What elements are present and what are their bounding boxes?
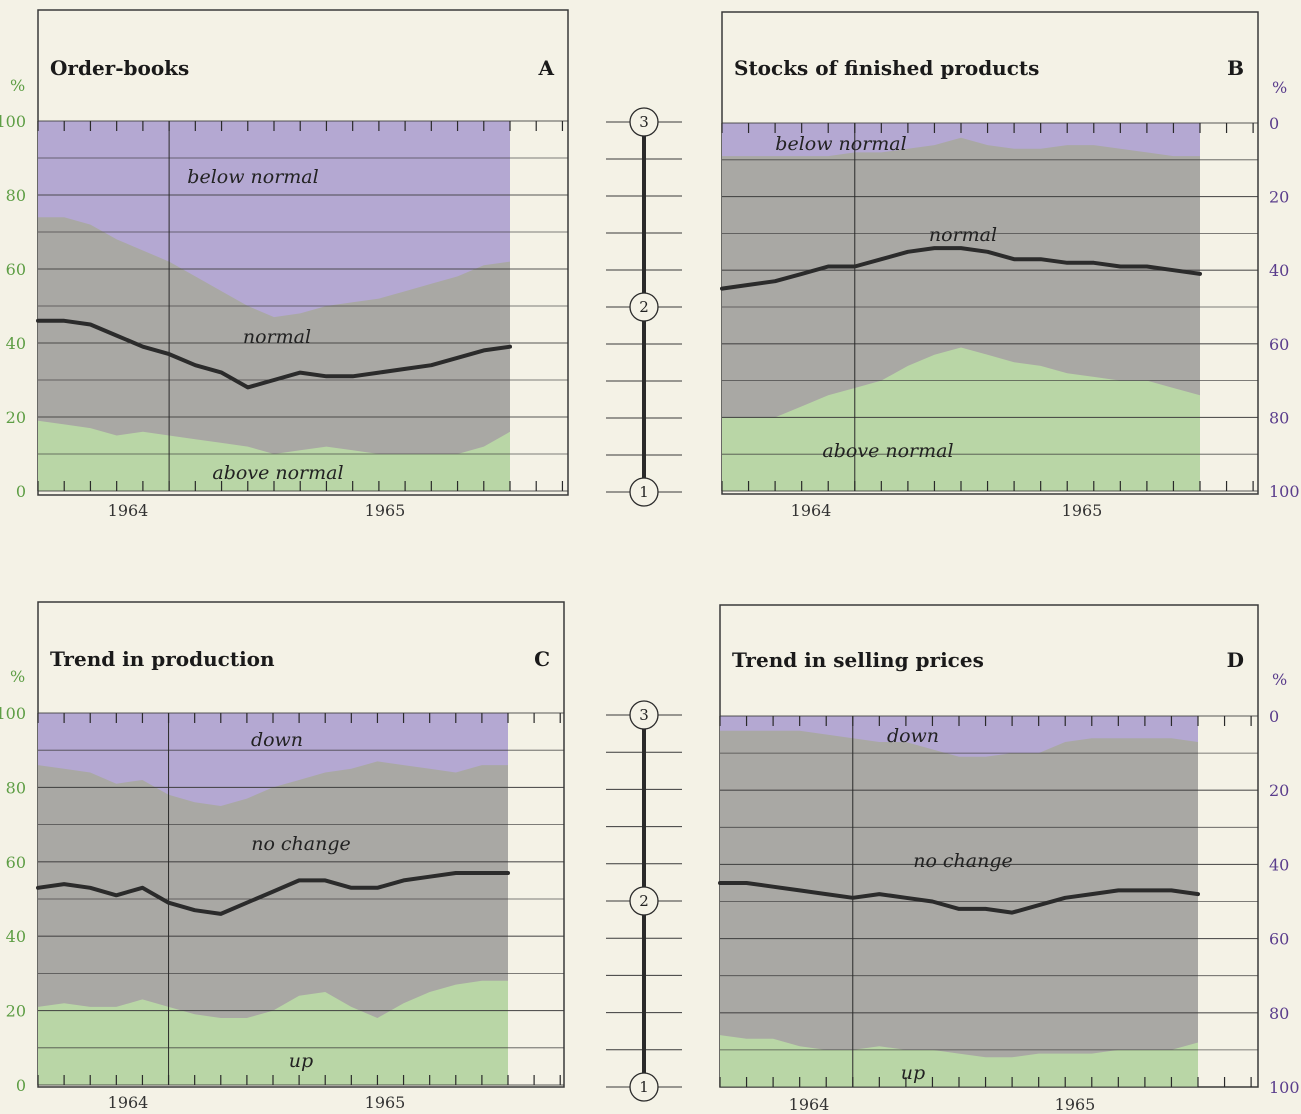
y-tick-label: 40 [1269, 855, 1289, 874]
central-scale-1: 1 2 3 [606, 107, 682, 507]
upper-band [722, 123, 1200, 157]
axis-unit: % [1272, 78, 1287, 97]
y-tick-label: 60 [6, 260, 26, 279]
band-label: no change [913, 850, 1013, 872]
scale-marker [629, 107, 659, 137]
band-label: up [901, 1062, 925, 1084]
y-tick-label: 0 [1269, 707, 1279, 726]
scale-number: 2 [639, 892, 649, 910]
scale-marker [629, 1072, 659, 1102]
y-tick-label: 100 [1269, 482, 1300, 501]
year-label: 1964 [791, 501, 832, 520]
year-label: 1965 [1062, 501, 1103, 520]
scale-number: 1 [639, 483, 649, 501]
y-tick-label: 20 [1269, 781, 1289, 800]
scale-marker [629, 886, 659, 916]
chart-title: Stocks of finished products [734, 56, 1039, 80]
scale-number: 3 [639, 113, 649, 131]
y-tick-label: 80 [1269, 1004, 1289, 1023]
scale-marker [629, 700, 659, 730]
scale-marker [629, 477, 659, 507]
chart-title: Trend in production [50, 647, 275, 671]
y-tick-label: 80 [6, 778, 26, 797]
balance-line [720, 246, 1202, 291]
lower-band [38, 420, 510, 491]
band-label: below normal [187, 166, 318, 188]
y-tick-label: 100 [0, 112, 26, 131]
band-label: up [289, 1050, 313, 1072]
band-label: above normal [212, 462, 343, 484]
y-tick-label: 60 [1269, 335, 1289, 354]
lower-band [720, 1035, 1198, 1087]
year-label: 1964 [108, 1093, 149, 1112]
y-tick-label: 20 [6, 1002, 26, 1021]
year-label: 1965 [365, 1093, 406, 1112]
panel-letter: D [1227, 648, 1244, 672]
axis-unit: % [10, 667, 25, 686]
panel-letter: A [537, 56, 554, 80]
scale-marker [629, 292, 659, 322]
y-tick-label: 0 [1269, 114, 1279, 133]
band-label: below normal [775, 133, 906, 155]
y-tick-label: 80 [6, 186, 26, 205]
lower-band [722, 347, 1200, 491]
upper-band [38, 713, 508, 806]
y-tick-label: 20 [1269, 188, 1289, 207]
y-tick-label: 0 [16, 1076, 26, 1095]
year-label: 1964 [789, 1095, 830, 1114]
y-tick-label: 100 [0, 704, 26, 723]
chart-title: Trend in selling prices [732, 648, 984, 672]
upper-band [720, 716, 1198, 757]
scale-number: 1 [639, 1078, 649, 1096]
y-tick-label: 40 [6, 927, 26, 946]
y-tick-label: 40 [1269, 261, 1289, 280]
panel-letter: C [534, 647, 550, 671]
lower-band [38, 980, 508, 1085]
band-label: normal [929, 224, 997, 246]
y-tick-label: 40 [6, 334, 26, 353]
band-label: down [251, 729, 303, 751]
y-tick-label: 60 [1269, 930, 1289, 949]
y-tick-label: 100 [1269, 1078, 1300, 1097]
band-label: down [887, 725, 939, 747]
balance-line [36, 871, 510, 916]
band-label: normal [243, 326, 311, 348]
year-label: 1965 [1055, 1095, 1096, 1114]
y-tick-label: 60 [6, 853, 26, 872]
year-label: 1965 [365, 501, 406, 520]
band-label: no change [251, 833, 351, 855]
axis-unit: % [10, 76, 25, 95]
y-tick-label: 80 [1269, 408, 1289, 427]
upper-band [38, 121, 510, 318]
axis-unit: % [1272, 670, 1287, 689]
y-tick-label: 20 [6, 408, 26, 427]
band-label: above normal [822, 440, 953, 462]
balance-line [718, 881, 1200, 915]
central-scale-2: 1 2 3 [606, 700, 682, 1102]
y-tick-label: 0 [16, 482, 26, 501]
panel-letter: B [1227, 56, 1244, 80]
chart-title: Order-books [50, 56, 189, 80]
balance-line [36, 318, 512, 390]
scale-number: 2 [639, 298, 649, 316]
year-label: 1964 [108, 501, 149, 520]
scale-number: 3 [639, 706, 649, 724]
